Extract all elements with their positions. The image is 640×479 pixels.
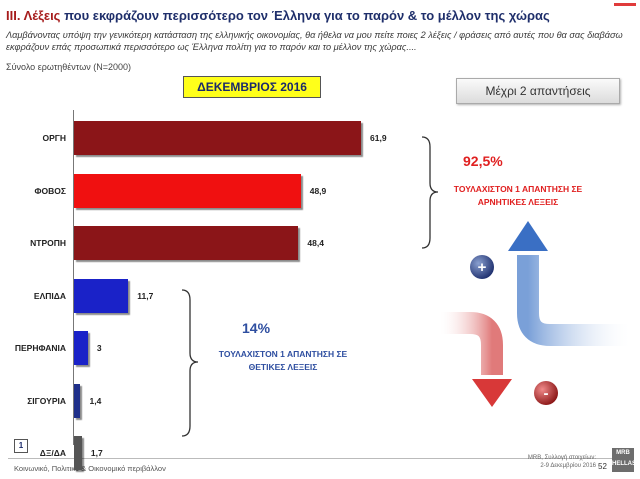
question-text: Λαμβάνοντας υπόψη την γενικότερη κατάστα… <box>6 30 623 52</box>
category-label: ΦΟΒΟΣ <box>34 185 66 196</box>
title-prefix: ΙΙΙ. Λέξεις <box>6 8 61 23</box>
footer-source-line2: 2-9 Δεκεμβρίου 2016 <box>540 463 596 469</box>
value-label: 1,7 <box>90 448 103 458</box>
negative-description: ΤΟΥΛΑΧΙΣΤΟΝ 1 ΑΠΑΝΤΗΣΗ ΣΕ ΑΡΝΗΤΙΚΕΣ ΛΕΞΕ… <box>453 184 583 207</box>
footer-source-line1: MRB, Συλλογή στοιχείων: <box>527 455 596 461</box>
plus-symbol: + <box>478 259 487 276</box>
slide-box: 1 <box>14 439 28 453</box>
top-strip <box>0 0 640 4</box>
category-label: ΠΕΡΗΦΑΝΙΑ <box>14 343 66 353</box>
plus-ball-icon <box>470 255 494 279</box>
top-accent-mark <box>614 3 636 6</box>
bar <box>74 173 301 208</box>
value-label: 1,4 <box>89 395 102 406</box>
category-label: ΟΡΓΗ <box>42 133 66 143</box>
bar <box>74 121 361 155</box>
value-label: 61,9 <box>370 133 387 143</box>
page-title: ΙΙΙ. Λέξεις που εκφράζουν περισσότερο το… <box>6 8 550 23</box>
page-number: 52 <box>598 462 607 471</box>
bar <box>74 278 129 313</box>
minus-symbol: - <box>544 385 549 402</box>
value-label: 3 <box>96 343 102 353</box>
answers-note: Μέχρι 2 απαντήσεις <box>456 78 620 104</box>
category-label: ΔΞ/ΔΑ <box>39 448 66 458</box>
value-label: 11,7 <box>137 290 154 301</box>
footer-section: Κοινωνικό, Πολιτικό & Οικονομικό περιβάλ… <box>14 464 166 473</box>
value-label: 48,4 <box>307 238 324 248</box>
sample-base: Σύνολο ερωτηθέντων (N=2000) <box>6 62 132 72</box>
bar <box>74 383 81 418</box>
footer-divider <box>8 458 632 459</box>
bar <box>74 331 88 365</box>
footer-source: MRB, Συλλογή στοιχείων: 2-9 Δεκεμβρίου 2… <box>518 454 596 470</box>
negative-percentage: 92,5% <box>463 153 503 169</box>
minus-ball-icon <box>534 381 558 405</box>
bar <box>74 436 82 470</box>
positive-percentage: 14% <box>242 320 271 336</box>
arrows-graphic: + - <box>440 221 630 407</box>
bar <box>74 226 299 260</box>
title-rest: που εκφράζουν περισσότερο τον Έλληνα για… <box>60 8 550 23</box>
negative-group-brace <box>421 136 439 249</box>
category-label: ΣΙΓΟΥΡΙΑ <box>27 395 66 406</box>
category-label: ΕΛΠΙΔΑ <box>33 290 66 301</box>
period-label: ΔΕΚΕΜΒΡΙΟΣ 2016 <box>183 76 321 98</box>
positive-group-brace <box>181 289 199 437</box>
category-label: ΝΤΡΟΠΗ <box>30 238 66 248</box>
positive-description: ΤΟΥΛΑΧΙΣΤΟΝ 1 ΑΠΑΝΤΗΣΗ ΣΕ ΘΕΤΙΚΕΣ ΛΕΞΕΙΣ <box>218 349 348 372</box>
company-logo: MRB HELLAS <box>612 448 636 472</box>
value-label: 48,9 <box>309 185 327 196</box>
chart-axis <box>73 110 74 445</box>
